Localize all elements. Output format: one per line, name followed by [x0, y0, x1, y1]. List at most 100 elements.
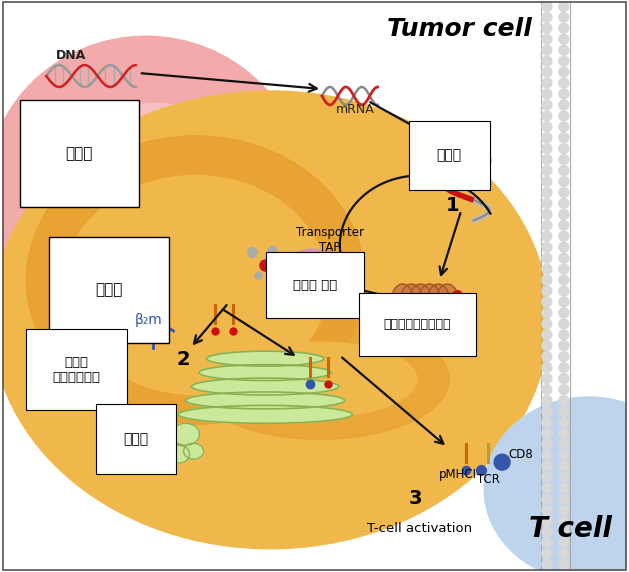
Circle shape	[559, 418, 569, 427]
Circle shape	[559, 231, 569, 241]
Text: T cell: T cell	[530, 515, 612, 543]
Circle shape	[559, 330, 569, 340]
Circle shape	[542, 34, 552, 44]
Circle shape	[559, 472, 569, 482]
Text: DNA: DNA	[56, 49, 87, 62]
Circle shape	[559, 341, 569, 351]
Text: Transporter
TAP: Transporter TAP	[296, 226, 364, 254]
Circle shape	[542, 231, 552, 241]
Circle shape	[542, 78, 552, 88]
Circle shape	[559, 100, 569, 110]
Circle shape	[542, 374, 552, 383]
Circle shape	[542, 527, 552, 537]
Circle shape	[542, 89, 552, 99]
Text: Tumor cell: Tumor cell	[387, 17, 532, 41]
Text: 주조직
적합성복합체: 주조직 적합성복합체	[52, 356, 100, 384]
Ellipse shape	[178, 406, 352, 423]
Circle shape	[559, 297, 569, 307]
Circle shape	[559, 363, 569, 372]
Circle shape	[542, 505, 552, 515]
Circle shape	[542, 220, 552, 231]
Circle shape	[542, 549, 552, 559]
Ellipse shape	[172, 423, 199, 445]
Circle shape	[559, 264, 569, 274]
Circle shape	[559, 89, 569, 99]
Text: 단백질가수분해효소: 단백질가수분해효소	[384, 318, 451, 331]
Ellipse shape	[289, 249, 335, 281]
Ellipse shape	[199, 364, 331, 380]
Text: 1: 1	[445, 196, 459, 215]
Circle shape	[542, 133, 552, 142]
Circle shape	[542, 319, 552, 329]
Circle shape	[542, 384, 552, 395]
Circle shape	[542, 253, 552, 263]
Circle shape	[559, 549, 569, 559]
Circle shape	[542, 23, 552, 33]
Circle shape	[559, 384, 569, 395]
Ellipse shape	[52, 104, 260, 297]
Circle shape	[559, 154, 569, 165]
Circle shape	[542, 363, 552, 372]
Circle shape	[559, 352, 569, 362]
Text: 소포체: 소포체	[96, 283, 123, 297]
Ellipse shape	[401, 284, 423, 316]
Ellipse shape	[26, 136, 365, 424]
Circle shape	[559, 374, 569, 383]
Circle shape	[542, 177, 552, 186]
Circle shape	[559, 13, 569, 22]
Circle shape	[559, 220, 569, 231]
Circle shape	[559, 133, 569, 142]
Circle shape	[559, 188, 569, 197]
Circle shape	[542, 494, 552, 504]
Circle shape	[559, 527, 569, 537]
Circle shape	[542, 45, 552, 55]
Ellipse shape	[409, 284, 431, 316]
Circle shape	[559, 253, 569, 263]
Circle shape	[542, 395, 552, 406]
Circle shape	[559, 67, 569, 77]
Circle shape	[542, 111, 552, 121]
Text: 단백질 조각: 단백질 조각	[293, 279, 337, 292]
Circle shape	[542, 341, 552, 351]
Circle shape	[542, 483, 552, 493]
Circle shape	[542, 407, 552, 416]
Circle shape	[559, 34, 569, 44]
Ellipse shape	[305, 252, 345, 279]
Text: TCR: TCR	[477, 472, 499, 486]
Circle shape	[542, 461, 552, 471]
Circle shape	[542, 144, 552, 154]
Circle shape	[542, 275, 552, 285]
Circle shape	[542, 330, 552, 340]
Circle shape	[559, 538, 569, 548]
Circle shape	[559, 308, 569, 318]
Text: β₂m: β₂m	[135, 313, 163, 327]
Ellipse shape	[0, 36, 305, 345]
Text: CD8: CD8	[508, 448, 533, 460]
Ellipse shape	[192, 378, 339, 395]
Ellipse shape	[223, 342, 417, 417]
Circle shape	[559, 275, 569, 285]
Ellipse shape	[64, 176, 328, 395]
Circle shape	[559, 177, 569, 186]
Text: 2: 2	[177, 350, 191, 369]
Circle shape	[542, 308, 552, 318]
Circle shape	[559, 407, 569, 416]
Circle shape	[559, 23, 569, 33]
Circle shape	[542, 198, 552, 208]
Circle shape	[559, 56, 569, 66]
Circle shape	[542, 428, 552, 438]
Circle shape	[559, 242, 569, 252]
Circle shape	[559, 165, 569, 176]
Circle shape	[542, 559, 552, 570]
Circle shape	[542, 472, 552, 482]
Circle shape	[542, 13, 552, 22]
Circle shape	[542, 56, 552, 66]
Ellipse shape	[0, 91, 549, 549]
Ellipse shape	[437, 284, 459, 316]
Ellipse shape	[428, 284, 449, 316]
Circle shape	[542, 154, 552, 165]
Circle shape	[542, 418, 552, 427]
Circle shape	[542, 297, 552, 307]
Circle shape	[542, 242, 552, 252]
Ellipse shape	[418, 284, 440, 316]
